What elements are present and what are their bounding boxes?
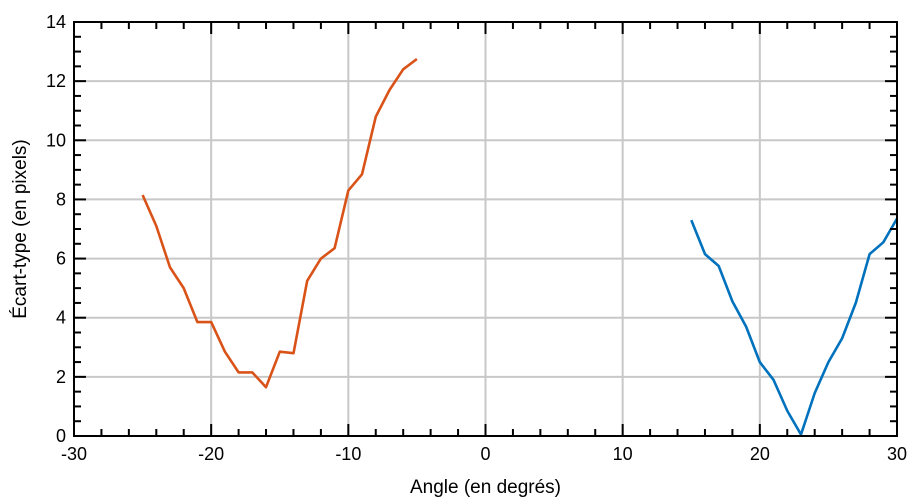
tick-labels: -30 -20 -10 0 10 20 30 0 2 4 6 8 10 12 14 bbox=[46, 12, 907, 464]
series-1 bbox=[141, 57, 418, 389]
x-axis-label: Angle (en degrés) bbox=[410, 477, 561, 498]
series-line bbox=[690, 217, 899, 436]
series-line bbox=[141, 57, 418, 389]
y-tick-label: 2 bbox=[56, 367, 66, 387]
x-tick-label: -10 bbox=[335, 444, 361, 464]
ticks bbox=[73, 21, 898, 437]
x-tick-label: 30 bbox=[887, 444, 907, 464]
x-tick-label: -30 bbox=[61, 444, 87, 464]
series-layer bbox=[141, 57, 899, 436]
series-2 bbox=[690, 217, 899, 436]
y-tick-label: 6 bbox=[56, 249, 66, 269]
grid bbox=[74, 22, 897, 436]
x-tick-label: -20 bbox=[198, 444, 224, 464]
y-tick-label: 10 bbox=[46, 130, 66, 150]
x-tick-label: 20 bbox=[750, 444, 770, 464]
y-tick-label: 8 bbox=[56, 189, 66, 209]
y-tick-label: 0 bbox=[56, 426, 66, 446]
y-tick-label: 4 bbox=[56, 308, 66, 328]
x-tick-label: 10 bbox=[613, 444, 633, 464]
y-tick-label: 12 bbox=[46, 71, 66, 91]
y-tick-label: 14 bbox=[46, 12, 66, 32]
y-axis-label: Écart-type (en pixels) bbox=[10, 139, 31, 319]
x-tick-label: 0 bbox=[480, 444, 490, 464]
